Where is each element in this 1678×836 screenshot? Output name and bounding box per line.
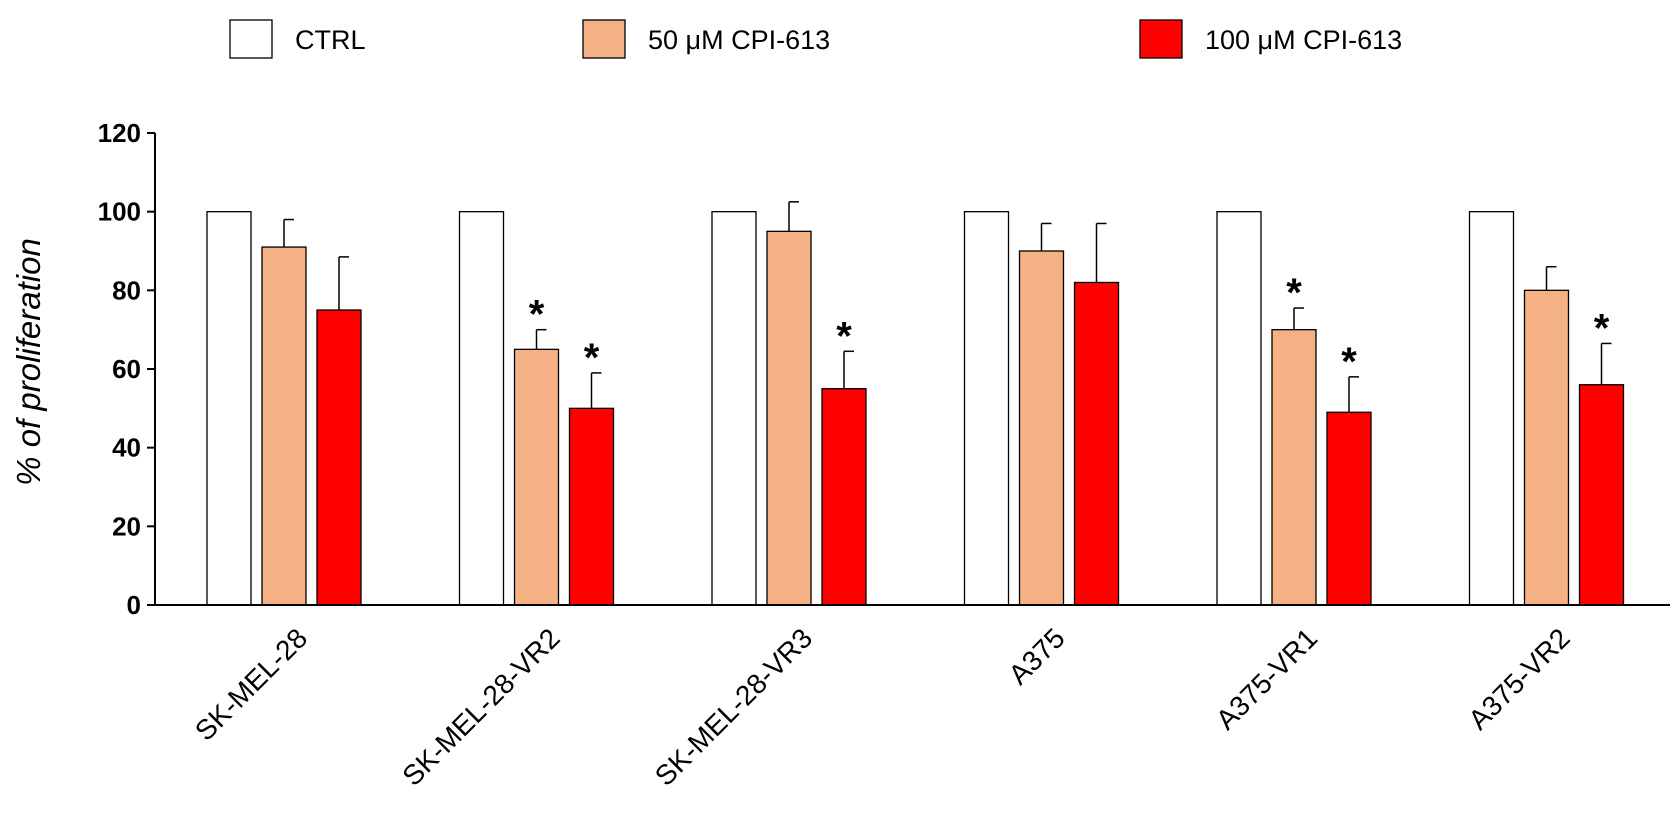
legend-swatch-50 μM CPI-613 bbox=[582, 19, 626, 59]
y-tick-label-20: 20 bbox=[112, 511, 141, 541]
bar-A375-VR1-100 μM CPI-613 bbox=[1326, 411, 1372, 606]
category-label-A375: A375 bbox=[1003, 622, 1071, 690]
significance-mark-A375-VR1-50 μM CPI-613: * bbox=[1286, 271, 1302, 315]
bar-A375-VR2-50 μM CPI-613 bbox=[1523, 289, 1570, 606]
category-label-SK-MEL-28: SK-MEL-28 bbox=[189, 622, 313, 746]
significance-mark-SK-MEL-28-VR2-100 μM CPI-613: * bbox=[584, 336, 600, 380]
bar-A375-CTRL bbox=[963, 211, 1010, 606]
category-label-SK-MEL-28-VR3: SK-MEL-28-VR3 bbox=[649, 622, 818, 791]
legend-label-CTRL: CTRL bbox=[295, 25, 366, 55]
category-label-A375-VR2: A375-VR2 bbox=[1462, 622, 1575, 735]
y-tick-label-40: 40 bbox=[112, 433, 141, 463]
significance-mark-SK-MEL-28-VR3-100 μM CPI-613: * bbox=[836, 314, 852, 358]
legend: CTRL 50 μM CPI-613 100 μM CPI-613 bbox=[229, 19, 1402, 59]
y-axis-label-group: % of proliferation bbox=[10, 238, 47, 486]
bars-group: * * * * * * bbox=[206, 201, 1625, 606]
legend-label-50 μM CPI-613: 50 μM CPI-613 bbox=[648, 25, 830, 55]
bar-SK-MEL-28-VR2-CTRL bbox=[458, 211, 505, 606]
bar-SK-MEL-28-100 μM CPI-613 bbox=[316, 309, 362, 606]
y-tick-label-0: 0 bbox=[127, 590, 141, 620]
legend-swatch-CTRL bbox=[229, 19, 273, 59]
bar-SK-MEL-28-VR3-CTRL bbox=[711, 211, 757, 606]
y-tick-label-100: 100 bbox=[98, 197, 141, 227]
category-label-SK-MEL-28-VR2: SK-MEL-28-VR2 bbox=[396, 622, 565, 791]
bar-A375-VR1-CTRL bbox=[1216, 211, 1262, 606]
legend-label-100 μM CPI-613: 100 μM CPI-613 bbox=[1205, 25, 1402, 55]
bar-SK-MEL-28-CTRL bbox=[206, 211, 252, 606]
bar-SK-MEL-28-VR2-100 μM CPI-613 bbox=[568, 407, 615, 606]
y-tick-label-60: 60 bbox=[112, 354, 141, 384]
bar-SK-MEL-28-50 μM CPI-613 bbox=[261, 246, 307, 606]
bar-SK-MEL-28-VR3-50 μM CPI-613 bbox=[766, 230, 812, 606]
axes-group: 0 20 40 60 80 100 120 bbox=[98, 118, 1670, 620]
y-axis-label: % of proliferation bbox=[10, 238, 47, 486]
legend-swatch-100 μM CPI-613 bbox=[1139, 19, 1183, 59]
significance-mark-A375-VR1-100 μM CPI-613: * bbox=[1341, 340, 1357, 384]
bar-SK-MEL-28-VR3-100 μM CPI-613 bbox=[821, 388, 867, 606]
bar-A375-VR1-50 μM CPI-613 bbox=[1271, 329, 1317, 606]
bar-A375-100 μM CPI-613 bbox=[1073, 281, 1120, 606]
significance-mark-A375-VR2-100 μM CPI-613: * bbox=[1594, 306, 1610, 350]
bar-A375-VR2-CTRL bbox=[1468, 211, 1515, 606]
y-tick-label-120: 120 bbox=[98, 118, 141, 148]
y-tick-label-80: 80 bbox=[112, 275, 141, 305]
bar-A375-VR2-100 μM CPI-613 bbox=[1578, 384, 1625, 606]
category-label-A375-VR1: A375-VR1 bbox=[1210, 622, 1323, 735]
bar-A375-50 μM CPI-613 bbox=[1018, 250, 1065, 606]
category-labels: SK-MEL-28 SK-MEL-28-VR2 SK-MEL-28-VR3 A375 A… bbox=[189, 622, 1576, 791]
bar-SK-MEL-28-VR2-50 μM CPI-613 bbox=[513, 348, 560, 606]
significance-mark-SK-MEL-28-VR2-50 μM CPI-613: * bbox=[529, 293, 545, 337]
